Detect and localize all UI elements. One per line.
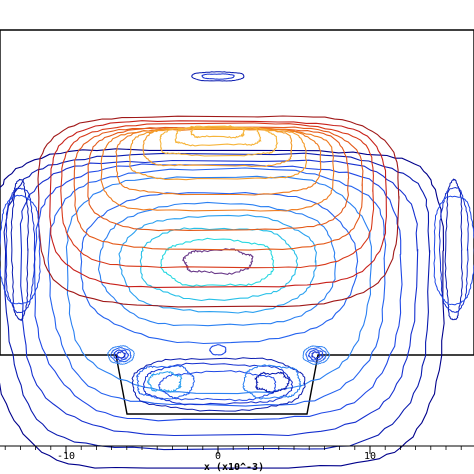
contour-line <box>10 178 29 322</box>
contour-line <box>87 126 350 232</box>
contour-line <box>33 163 403 422</box>
contour-line <box>310 350 322 360</box>
contour-line <box>107 345 135 365</box>
contour-line <box>49 120 387 288</box>
x-minor-ticks <box>4 446 462 450</box>
x-axis: -10 0 10 x (x10^-3) <box>0 445 474 473</box>
contour-line <box>174 125 262 147</box>
contour-line <box>115 128 322 196</box>
contour-line <box>209 344 227 356</box>
contour-line <box>0 148 445 469</box>
x-major-ticks: -10 0 10 <box>57 446 376 462</box>
x-tick-label: 10 <box>364 451 376 462</box>
contour-line <box>305 347 327 364</box>
contour-line <box>129 127 308 181</box>
contour-line <box>0 194 41 305</box>
contour-line <box>142 126 293 168</box>
contour-line <box>37 115 400 308</box>
contour-line <box>444 178 463 321</box>
contour-line <box>433 195 474 306</box>
contour-line <box>190 125 246 139</box>
contour-line <box>139 227 299 302</box>
contour-line <box>60 122 375 269</box>
contour-line <box>159 127 279 157</box>
contour-line <box>181 248 254 275</box>
contour-line <box>131 357 306 412</box>
contour-line <box>146 371 183 393</box>
contour-line <box>19 159 419 437</box>
domain-outline <box>0 29 474 415</box>
contour-line <box>135 364 195 401</box>
x-tick-label: -10 <box>57 451 75 462</box>
x-axis-title: x (x10^-3) <box>204 462 264 473</box>
contour-line <box>3 152 431 451</box>
contour-line <box>302 345 331 365</box>
domain-boundary <box>0 29 474 415</box>
contour-line <box>115 350 127 360</box>
contour-line <box>5 187 36 314</box>
contour-line <box>159 237 275 287</box>
contour-line <box>242 364 302 400</box>
contour-line <box>80 192 359 345</box>
contour-line <box>307 348 324 361</box>
contour-line <box>65 175 373 395</box>
contour-line <box>100 127 335 212</box>
contour-line <box>73 126 364 251</box>
contour-line <box>110 347 132 363</box>
contour-lines <box>0 71 474 469</box>
contour-line <box>191 71 245 82</box>
contour-line <box>158 370 277 402</box>
x-tick-label: 0 <box>215 451 221 462</box>
contour-line <box>254 371 291 394</box>
contour-line <box>97 201 337 327</box>
contour-line <box>201 73 235 80</box>
contour-line <box>113 349 130 362</box>
contour-line <box>438 186 470 313</box>
contour-line <box>118 214 317 314</box>
contour-line <box>47 167 387 407</box>
